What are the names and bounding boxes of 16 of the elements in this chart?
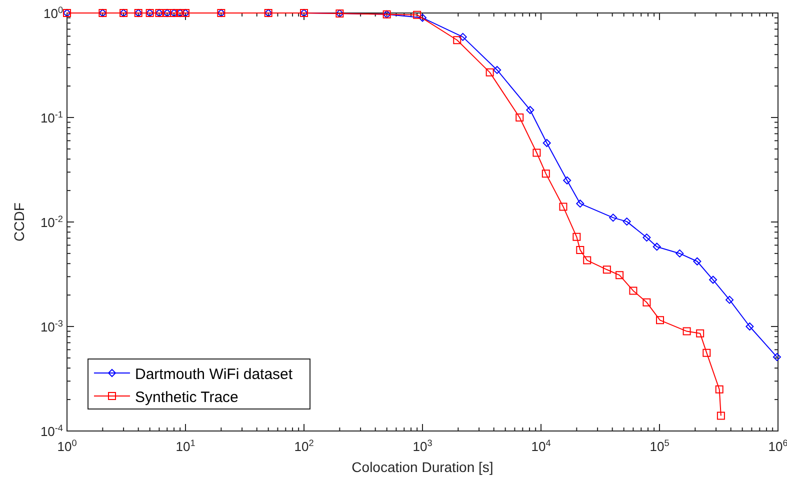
- x-tick-label: 10$^{3}$: [412, 438, 432, 454]
- x-tick-label: 10$^{0}$: [57, 438, 77, 454]
- x-tick-label: 10$^{2}$: [294, 438, 314, 454]
- y-tick-label: 10$^{0}$: [43, 5, 63, 21]
- legend-label: Dartmouth WiFi dataset: [135, 366, 294, 383]
- x-axis-title: Colocation Duration [s]: [352, 459, 494, 475]
- y-tick-label: 10$^{-4}$: [40, 423, 63, 439]
- x-tick-label: 10$^{4}$: [531, 438, 551, 454]
- x-tick-label: 10$^{6}$: [768, 438, 787, 454]
- x-tick-label: 10$^{5}$: [650, 438, 670, 454]
- y-tick-label: 10$^{-3}$: [40, 318, 63, 334]
- x-tick-label: 10$^{1}$: [176, 438, 196, 454]
- y-tick-label: 10$^{-1}$: [40, 110, 63, 126]
- legend-label: Synthetic Trace: [135, 389, 238, 406]
- y-tick-label: 10$^{-2}$: [40, 214, 63, 230]
- y-axis-title: CCDF: [11, 202, 27, 242]
